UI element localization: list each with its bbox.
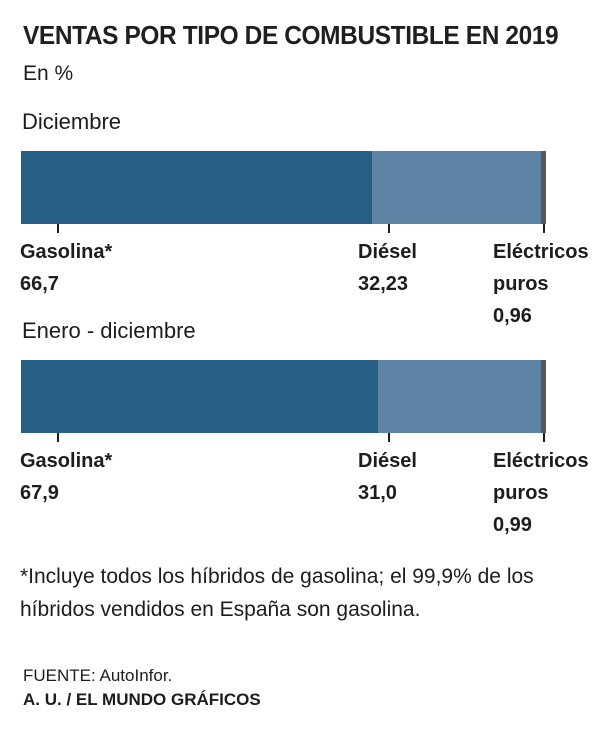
tick-mark (388, 433, 390, 442)
footnote: *Incluye todos los híbridos de gasolina;… (20, 565, 534, 621)
segment-name: Gasolina* (20, 241, 113, 263)
segment-name: Gasolina* (20, 450, 113, 472)
period-label: Diciembre (22, 109, 122, 134)
bar-segment-gasolina (21, 360, 379, 433)
chart-title: VENTAS POR TIPO DE COMBUSTIBLE EN 2019 (23, 20, 559, 50)
chart-section-diciembre: Diciembre Gasolina* 66,7 Diésel 32,23 El… (20, 109, 614, 327)
segment-label-gasolina: Gasolina* 66,7 (20, 236, 220, 300)
segment-label-diesel: Diésel 32,23 (358, 236, 478, 300)
source-line: FUENTE: AutoInfor. (23, 666, 173, 685)
period-label: Enero - diciembre (22, 318, 196, 343)
tick-mark (543, 433, 545, 442)
chart-units-label: En % (23, 62, 74, 85)
tick-mark (57, 224, 59, 233)
segment-name: Eléctricos puros (493, 241, 589, 295)
segment-label-gasolina: Gasolina* 67,9 (20, 445, 220, 509)
bar-segment-gasolina (21, 151, 372, 224)
tick-mark (543, 224, 545, 233)
tick-mark (57, 433, 59, 442)
stacked-bar (21, 151, 547, 224)
segment-name: Diésel (358, 241, 417, 263)
segment-value: 32,23 (358, 273, 409, 295)
bar-segment-diesel (371, 151, 542, 224)
segment-value: 67,9 (20, 482, 59, 504)
segment-name: Eléctricos puros (493, 450, 589, 504)
segment-name: Diésel (358, 450, 417, 472)
bar-segment-electricos (541, 151, 547, 224)
bar-segment-electricos (541, 360, 547, 433)
segment-label-electricos: Eléctricos puros 0,96 (493, 236, 601, 332)
segment-value: 0,96 (493, 305, 532, 327)
credit-line: A. U. / EL MUNDO GRÁFICOS (23, 690, 261, 709)
segment-value: 31,0 (358, 482, 397, 504)
tick-mark (388, 224, 390, 233)
bar-segment-diesel (378, 360, 542, 433)
stacked-bar (21, 360, 547, 433)
segment-label-diesel: Diésel 31,0 (358, 445, 478, 509)
chart-section-enero-diciembre: Enero - diciembre Gasolina* 67,9 Diésel … (20, 318, 614, 536)
segment-value: 0,99 (493, 514, 532, 536)
segment-label-electricos: Eléctricos puros 0,99 (493, 445, 601, 541)
segment-value: 66,7 (20, 273, 59, 295)
